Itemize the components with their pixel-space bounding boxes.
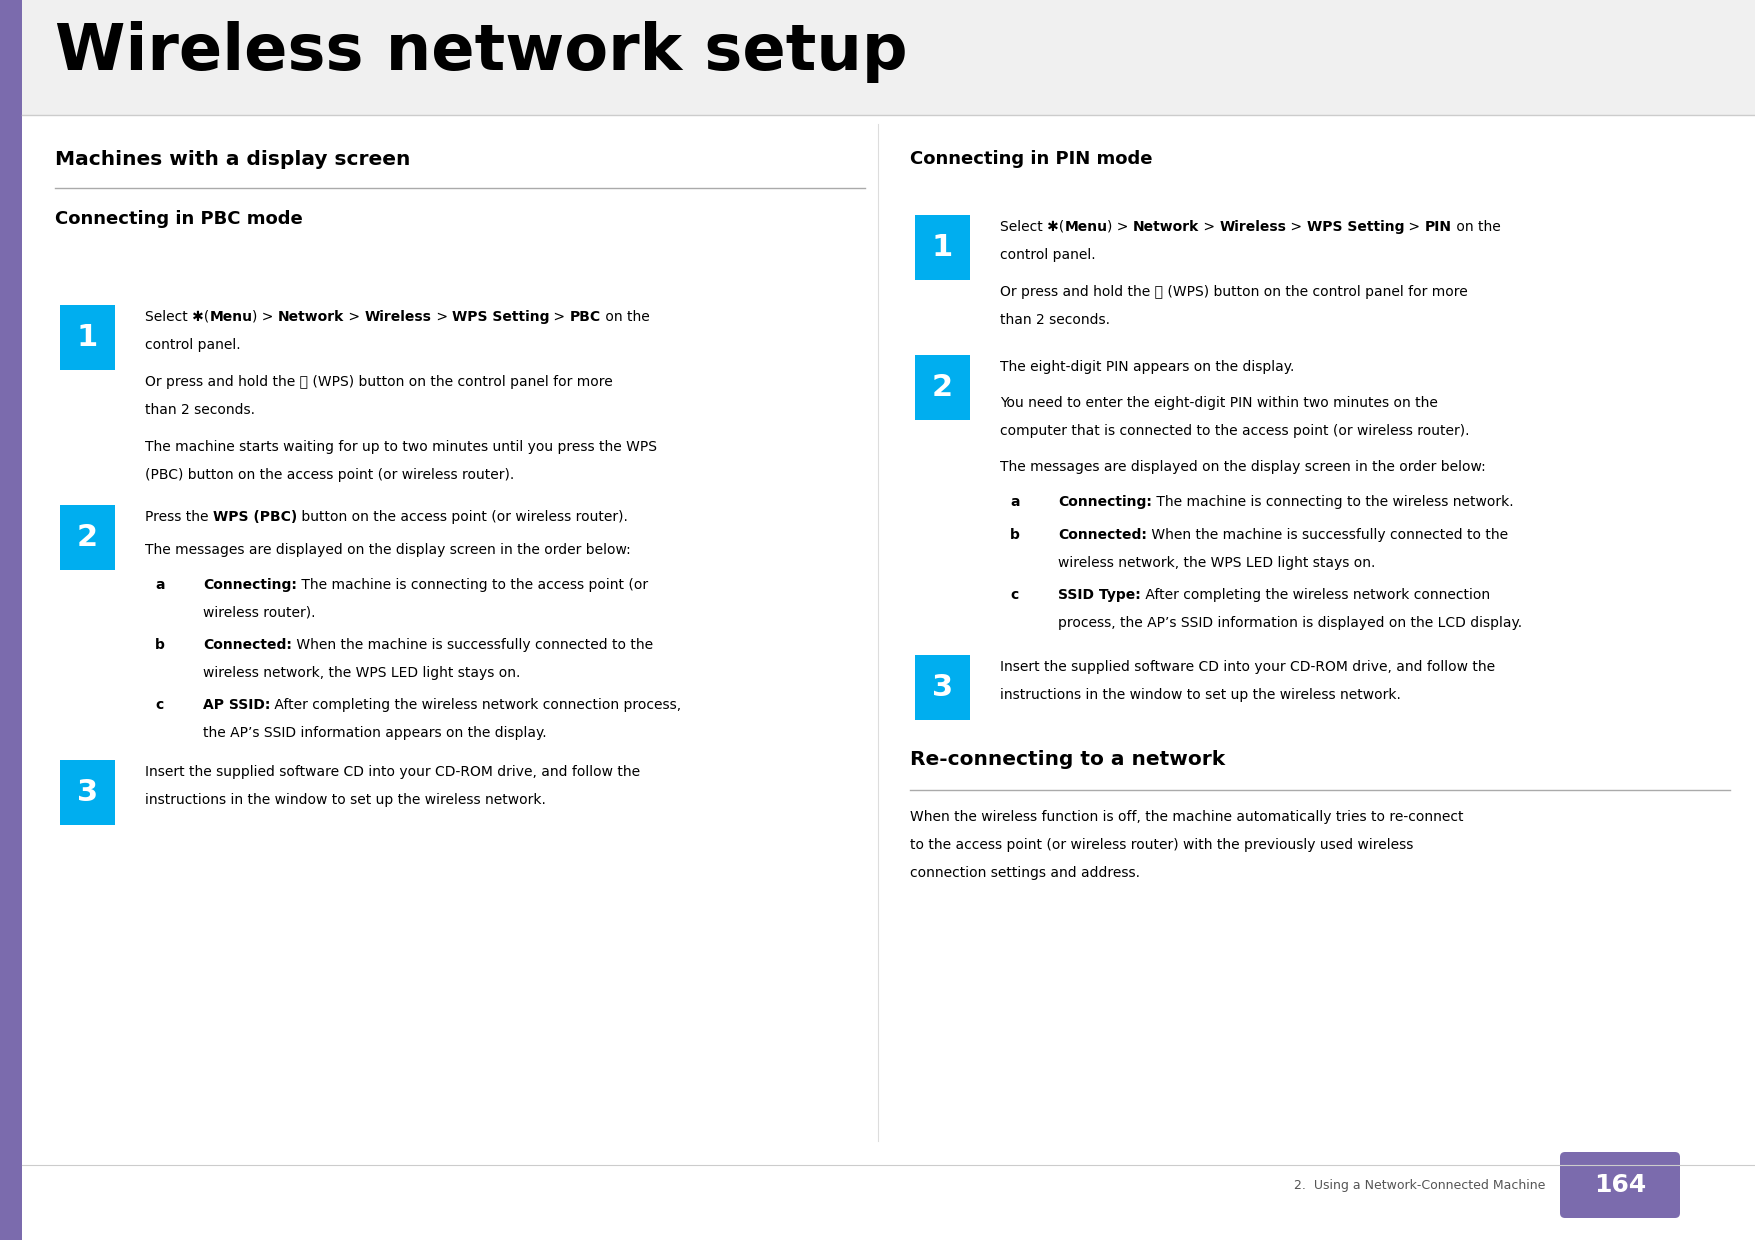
Text: 164: 164 bbox=[1594, 1173, 1646, 1197]
Text: The eight-digit PIN appears on the display.: The eight-digit PIN appears on the displ… bbox=[1000, 360, 1295, 374]
Bar bbox=[914, 215, 971, 280]
Text: Menu: Menu bbox=[209, 310, 253, 324]
Text: Network: Network bbox=[277, 310, 344, 324]
Text: 3: 3 bbox=[932, 673, 953, 702]
Text: The machine is connecting to the wireless network.: The machine is connecting to the wireles… bbox=[1151, 495, 1513, 508]
Text: 3: 3 bbox=[77, 777, 98, 807]
Text: Connected:: Connected: bbox=[204, 639, 291, 652]
Text: Connected:: Connected: bbox=[1058, 528, 1146, 542]
Text: Machines with a display screen: Machines with a display screen bbox=[54, 150, 411, 169]
Bar bbox=[23, 0, 1755, 115]
Text: Connecting:: Connecting: bbox=[204, 578, 297, 591]
Text: wireless network, the WPS LED light stays on.: wireless network, the WPS LED light stay… bbox=[1058, 556, 1376, 570]
Text: a: a bbox=[154, 578, 165, 591]
Text: The messages are displayed on the display screen in the order below:: The messages are displayed on the displa… bbox=[146, 543, 630, 557]
Text: SSID Type:: SSID Type: bbox=[1058, 588, 1141, 601]
Text: Network: Network bbox=[1134, 219, 1199, 234]
Text: AP SSID:: AP SSID: bbox=[204, 698, 270, 712]
Text: a: a bbox=[1009, 495, 1020, 508]
Text: Or press and hold the Ⓟ (WPS) button on the control panel for more: Or press and hold the Ⓟ (WPS) button on … bbox=[1000, 285, 1467, 299]
Text: The machine starts waiting for up to two minutes until you press the WPS: The machine starts waiting for up to two… bbox=[146, 440, 656, 454]
Text: b: b bbox=[154, 639, 165, 652]
Text: Connecting in PIN mode: Connecting in PIN mode bbox=[911, 150, 1153, 167]
Text: than 2 seconds.: than 2 seconds. bbox=[1000, 312, 1109, 327]
Text: >: > bbox=[549, 310, 570, 324]
Text: control panel.: control panel. bbox=[146, 339, 240, 352]
Bar bbox=[60, 760, 116, 825]
Bar bbox=[914, 355, 971, 420]
Text: When the machine is successfully connected to the: When the machine is successfully connect… bbox=[291, 639, 653, 652]
Text: b: b bbox=[1009, 528, 1020, 542]
Text: wireless router).: wireless router). bbox=[204, 606, 316, 620]
Text: >: > bbox=[1199, 219, 1220, 234]
Text: Select ✱(: Select ✱( bbox=[1000, 219, 1064, 234]
Text: on the: on the bbox=[1451, 219, 1501, 234]
Text: After completing the wireless network connection: After completing the wireless network co… bbox=[1141, 588, 1490, 601]
Text: >: > bbox=[1286, 219, 1307, 234]
Text: 1: 1 bbox=[932, 233, 953, 262]
Text: Connecting:: Connecting: bbox=[1058, 495, 1151, 508]
Text: 2: 2 bbox=[932, 373, 953, 402]
Text: >: > bbox=[1404, 219, 1425, 234]
Text: Press the: Press the bbox=[146, 510, 212, 525]
Text: computer that is connected to the access point (or wireless router).: computer that is connected to the access… bbox=[1000, 424, 1469, 438]
Text: process, the AP’s SSID information is displayed on the LCD display.: process, the AP’s SSID information is di… bbox=[1058, 616, 1522, 630]
Text: WPS Setting: WPS Setting bbox=[451, 310, 549, 324]
Text: Wireless: Wireless bbox=[365, 310, 432, 324]
Text: than 2 seconds.: than 2 seconds. bbox=[146, 403, 254, 417]
Text: Or press and hold the Ⓟ (WPS) button on the control panel for more: Or press and hold the Ⓟ (WPS) button on … bbox=[146, 374, 612, 389]
Text: When the machine is successfully connected to the: When the machine is successfully connect… bbox=[1146, 528, 1508, 542]
Text: ) >: ) > bbox=[1107, 219, 1134, 234]
Text: Re-connecting to a network: Re-connecting to a network bbox=[911, 750, 1225, 769]
Text: Wireless: Wireless bbox=[1220, 219, 1286, 234]
Bar bbox=[60, 305, 116, 370]
Text: to the access point (or wireless router) with the previously used wireless: to the access point (or wireless router)… bbox=[911, 838, 1413, 852]
Text: >: > bbox=[344, 310, 365, 324]
Text: (PBC) button on the access point (or wireless router).: (PBC) button on the access point (or wir… bbox=[146, 467, 514, 482]
Text: instructions in the window to set up the wireless network.: instructions in the window to set up the… bbox=[146, 794, 546, 807]
Text: ) >: ) > bbox=[253, 310, 277, 324]
Text: Wireless network setup: Wireless network setup bbox=[54, 21, 907, 83]
Text: instructions in the window to set up the wireless network.: instructions in the window to set up the… bbox=[1000, 688, 1400, 702]
Text: >: > bbox=[432, 310, 451, 324]
Text: 2: 2 bbox=[77, 523, 98, 552]
Text: Connecting in PBC mode: Connecting in PBC mode bbox=[54, 210, 304, 228]
Text: After completing the wireless network connection process,: After completing the wireless network co… bbox=[270, 698, 681, 712]
Text: Select ✱(: Select ✱( bbox=[146, 310, 209, 324]
Text: 1: 1 bbox=[77, 322, 98, 352]
Text: wireless network, the WPS LED light stays on.: wireless network, the WPS LED light stay… bbox=[204, 666, 521, 680]
Text: Menu: Menu bbox=[1064, 219, 1107, 234]
Text: c: c bbox=[1009, 588, 1018, 601]
Text: on the: on the bbox=[600, 310, 649, 324]
Text: WPS Setting: WPS Setting bbox=[1307, 219, 1404, 234]
Text: button on the access point (or wireless router).: button on the access point (or wireless … bbox=[297, 510, 628, 525]
FancyBboxPatch shape bbox=[1560, 1152, 1680, 1218]
Text: control panel.: control panel. bbox=[1000, 248, 1095, 262]
Text: connection settings and address.: connection settings and address. bbox=[911, 866, 1141, 880]
Text: Insert the supplied software CD into your CD-ROM drive, and follow the: Insert the supplied software CD into you… bbox=[1000, 660, 1495, 675]
Bar bbox=[914, 655, 971, 720]
Text: PIN: PIN bbox=[1425, 219, 1451, 234]
Text: the AP’s SSID information appears on the display.: the AP’s SSID information appears on the… bbox=[204, 725, 546, 740]
Text: WPS (PBC): WPS (PBC) bbox=[212, 510, 297, 525]
Text: When the wireless function is off, the machine automatically tries to re-connect: When the wireless function is off, the m… bbox=[911, 810, 1464, 825]
Text: Insert the supplied software CD into your CD-ROM drive, and follow the: Insert the supplied software CD into you… bbox=[146, 765, 641, 779]
Text: c: c bbox=[154, 698, 163, 712]
Text: 2.  Using a Network-Connected Machine: 2. Using a Network-Connected Machine bbox=[1293, 1178, 1544, 1192]
Bar bbox=[0, 0, 23, 1240]
Bar bbox=[60, 505, 116, 570]
Text: PBC: PBC bbox=[570, 310, 600, 324]
Text: The machine is connecting to the access point (or: The machine is connecting to the access … bbox=[297, 578, 648, 591]
Text: You need to enter the eight-digit PIN within two minutes on the: You need to enter the eight-digit PIN wi… bbox=[1000, 396, 1437, 410]
Text: The messages are displayed on the display screen in the order below:: The messages are displayed on the displa… bbox=[1000, 460, 1486, 474]
